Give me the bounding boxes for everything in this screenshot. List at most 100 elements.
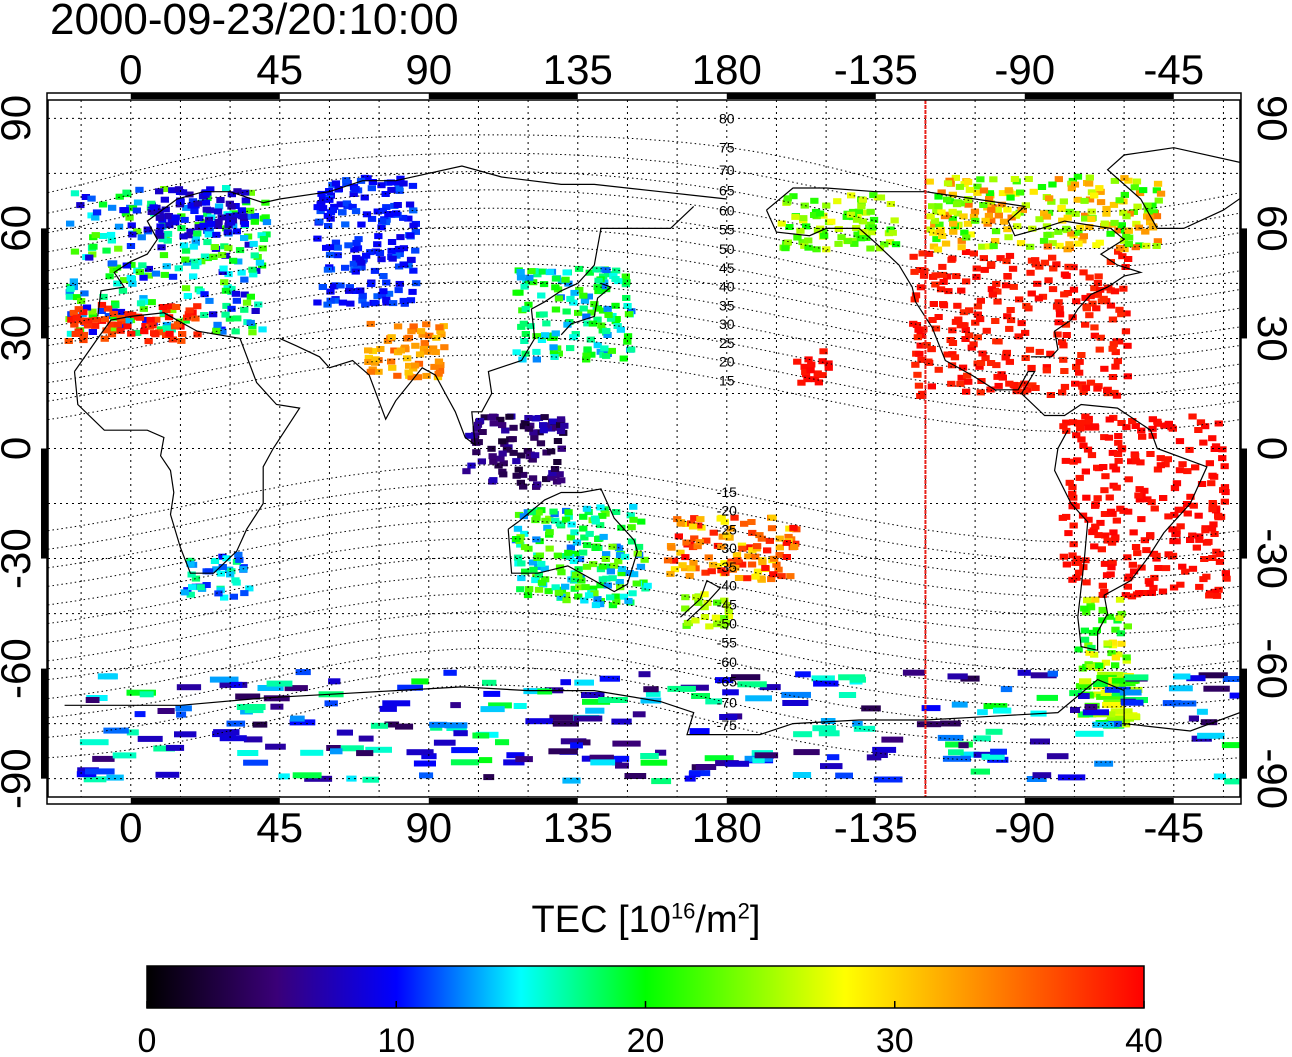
tec-cell bbox=[126, 275, 135, 281]
tec-cell bbox=[499, 460, 508, 467]
tec-cell bbox=[1175, 467, 1185, 474]
tec-cell bbox=[199, 222, 208, 229]
tec-cell bbox=[1046, 753, 1069, 760]
tec-cell bbox=[1214, 420, 1223, 427]
tec-cell bbox=[965, 307, 974, 314]
tec-cell bbox=[935, 221, 944, 228]
top-lon-tick-label: 135 bbox=[543, 46, 613, 93]
tec-cell bbox=[1194, 427, 1203, 433]
tec-cell bbox=[517, 452, 526, 459]
tec-cell bbox=[591, 602, 601, 609]
tec-cell bbox=[930, 217, 940, 224]
tec-cell bbox=[1208, 555, 1217, 561]
tec-cell bbox=[853, 231, 862, 238]
tec-cell bbox=[246, 189, 255, 196]
tec-cell bbox=[1107, 539, 1117, 546]
tec-cell bbox=[793, 234, 802, 241]
tec-cell bbox=[640, 556, 649, 563]
tec-cell bbox=[987, 206, 996, 213]
tec-cell bbox=[69, 278, 78, 285]
tec-cell bbox=[625, 570, 634, 576]
tec-cell bbox=[1222, 676, 1240, 682]
tec-cell bbox=[1095, 346, 1104, 353]
tec-cell bbox=[1084, 419, 1093, 426]
tec-cell bbox=[1082, 494, 1091, 501]
tec-cell bbox=[244, 241, 253, 248]
tec-cell bbox=[1001, 354, 1010, 361]
tec-cell bbox=[561, 516, 571, 523]
tec-cell bbox=[411, 678, 429, 685]
tec-cell bbox=[888, 229, 897, 236]
tec-cell bbox=[421, 753, 437, 760]
tec-cell bbox=[969, 213, 979, 220]
tec-cell bbox=[351, 208, 361, 215]
tec-cell bbox=[368, 348, 378, 355]
tec-cell bbox=[890, 217, 899, 224]
tec-cell bbox=[1042, 364, 1051, 371]
tec-cell bbox=[186, 560, 195, 567]
tec-cell bbox=[600, 345, 609, 352]
tec-cell bbox=[533, 271, 542, 278]
tec-cell bbox=[1085, 224, 1094, 230]
tec-cell bbox=[399, 297, 408, 304]
tec-cell bbox=[733, 557, 742, 564]
tec-cell bbox=[180, 216, 189, 223]
frame-band bbox=[1024, 798, 1174, 804]
tec-cell bbox=[541, 576, 550, 583]
tec-cell bbox=[218, 269, 227, 275]
tec-cell bbox=[172, 304, 181, 310]
tec-cell bbox=[690, 515, 699, 522]
tec-cell bbox=[569, 334, 578, 341]
tec-cell bbox=[1101, 532, 1110, 539]
tec-cell bbox=[506, 752, 525, 759]
tec-cell bbox=[617, 570, 626, 577]
tec-cell bbox=[719, 714, 738, 720]
tec-cell bbox=[487, 445, 496, 452]
tec-cell bbox=[964, 196, 973, 202]
tec-cell bbox=[765, 537, 774, 544]
tec-cell bbox=[591, 545, 600, 551]
tec-cell bbox=[1147, 499, 1156, 506]
tec-cell bbox=[934, 193, 943, 200]
tec-cell bbox=[165, 222, 174, 229]
tec-cell bbox=[1096, 519, 1105, 526]
tec-cell bbox=[963, 220, 973, 227]
tec-cell bbox=[1068, 503, 1077, 510]
tec-cell bbox=[694, 522, 703, 529]
tec-cell bbox=[232, 228, 241, 235]
tec-cell bbox=[149, 204, 158, 211]
tec-cell bbox=[204, 568, 214, 575]
tec-cell bbox=[1010, 176, 1020, 182]
tec-cell bbox=[952, 273, 961, 280]
tec-cell bbox=[1131, 423, 1140, 429]
magnetic-contour bbox=[48, 666, 1240, 745]
tec-cell bbox=[423, 348, 432, 355]
tec-cell bbox=[596, 582, 605, 589]
magnetic-contour bbox=[48, 262, 1240, 341]
tec-cell bbox=[139, 691, 154, 698]
tec-cell bbox=[191, 263, 200, 270]
tec-cell bbox=[1009, 381, 1018, 388]
tec-cell bbox=[1152, 187, 1161, 194]
tec-cell bbox=[960, 675, 980, 682]
tec-cell bbox=[378, 207, 387, 214]
tec-cell bbox=[132, 207, 141, 214]
tec-cell bbox=[1174, 506, 1183, 513]
tec-cell bbox=[1156, 462, 1165, 469]
tec-cell bbox=[111, 302, 120, 309]
tec-cell bbox=[488, 453, 497, 460]
tec-cell bbox=[737, 542, 747, 549]
tec-cell bbox=[743, 575, 752, 582]
tec-cell bbox=[411, 228, 420, 235]
tec-cell bbox=[980, 266, 989, 273]
tec-cell bbox=[1068, 419, 1078, 426]
tec-cell bbox=[994, 338, 1003, 345]
tec-cell bbox=[1058, 217, 1067, 224]
tec-cell bbox=[955, 183, 965, 190]
tec-cell bbox=[406, 256, 416, 263]
tec-cell bbox=[1063, 214, 1072, 221]
tec-cell bbox=[364, 359, 373, 365]
tec-cell bbox=[949, 220, 958, 227]
tec-cell bbox=[206, 186, 215, 193]
tec-cell bbox=[224, 245, 233, 252]
